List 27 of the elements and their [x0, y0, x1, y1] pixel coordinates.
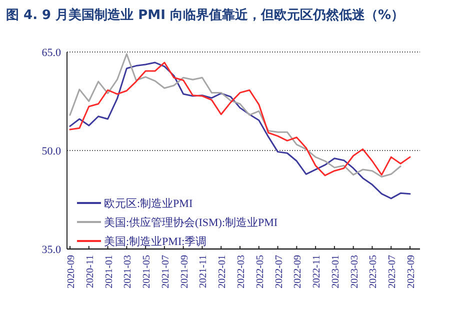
- legend-label: 欧元区:制造业PMI: [104, 197, 193, 210]
- x-tick-label: 2021-11: [198, 255, 210, 288]
- x-tick-label: 2021-09: [179, 255, 190, 288]
- x-tick-label: 2022-07: [274, 255, 285, 288]
- x-tick-label: 2022-05: [254, 255, 266, 288]
- x-tick-label: 2022-01: [217, 255, 228, 288]
- legend-label: 美国:供应管理协会(ISM):制造业PMI: [104, 216, 278, 229]
- y-tick-label: 35.0: [42, 244, 62, 256]
- x-tick-label: 2023-09: [406, 255, 417, 288]
- x-tick-label: 2022-09: [292, 255, 304, 288]
- x-tick-label: 2023-03: [349, 255, 360, 288]
- line-series: [69, 62, 411, 200]
- x-tick-label: 2022-03: [236, 255, 247, 288]
- x-tick-label: 2023-05: [368, 255, 380, 288]
- x-tick-label: 2021-05: [142, 255, 153, 288]
- x-tick-label: 2021-01: [104, 255, 115, 288]
- legend-label: 美国:制造业PMI:季调: [104, 235, 207, 248]
- x-tick-label: 2023-07: [387, 255, 398, 288]
- x-tick-label: 2022-11: [312, 255, 323, 288]
- x-tick-label: 2021-07: [160, 255, 172, 288]
- x-tick-label: 2023-01: [330, 255, 342, 288]
- y-tick-label: 65.0: [42, 47, 62, 59]
- chart-title: 图 4. 9 月美国制造业 PMI 向临界值靠近，但欧元区仍然低迷（%）: [6, 7, 404, 23]
- y-tick-label: 50.0: [42, 146, 62, 158]
- x-tick-label: 2020-11: [84, 255, 96, 288]
- x-tick-label: 2020-09: [66, 255, 77, 288]
- x-tick-label: 2021-03: [122, 255, 134, 288]
